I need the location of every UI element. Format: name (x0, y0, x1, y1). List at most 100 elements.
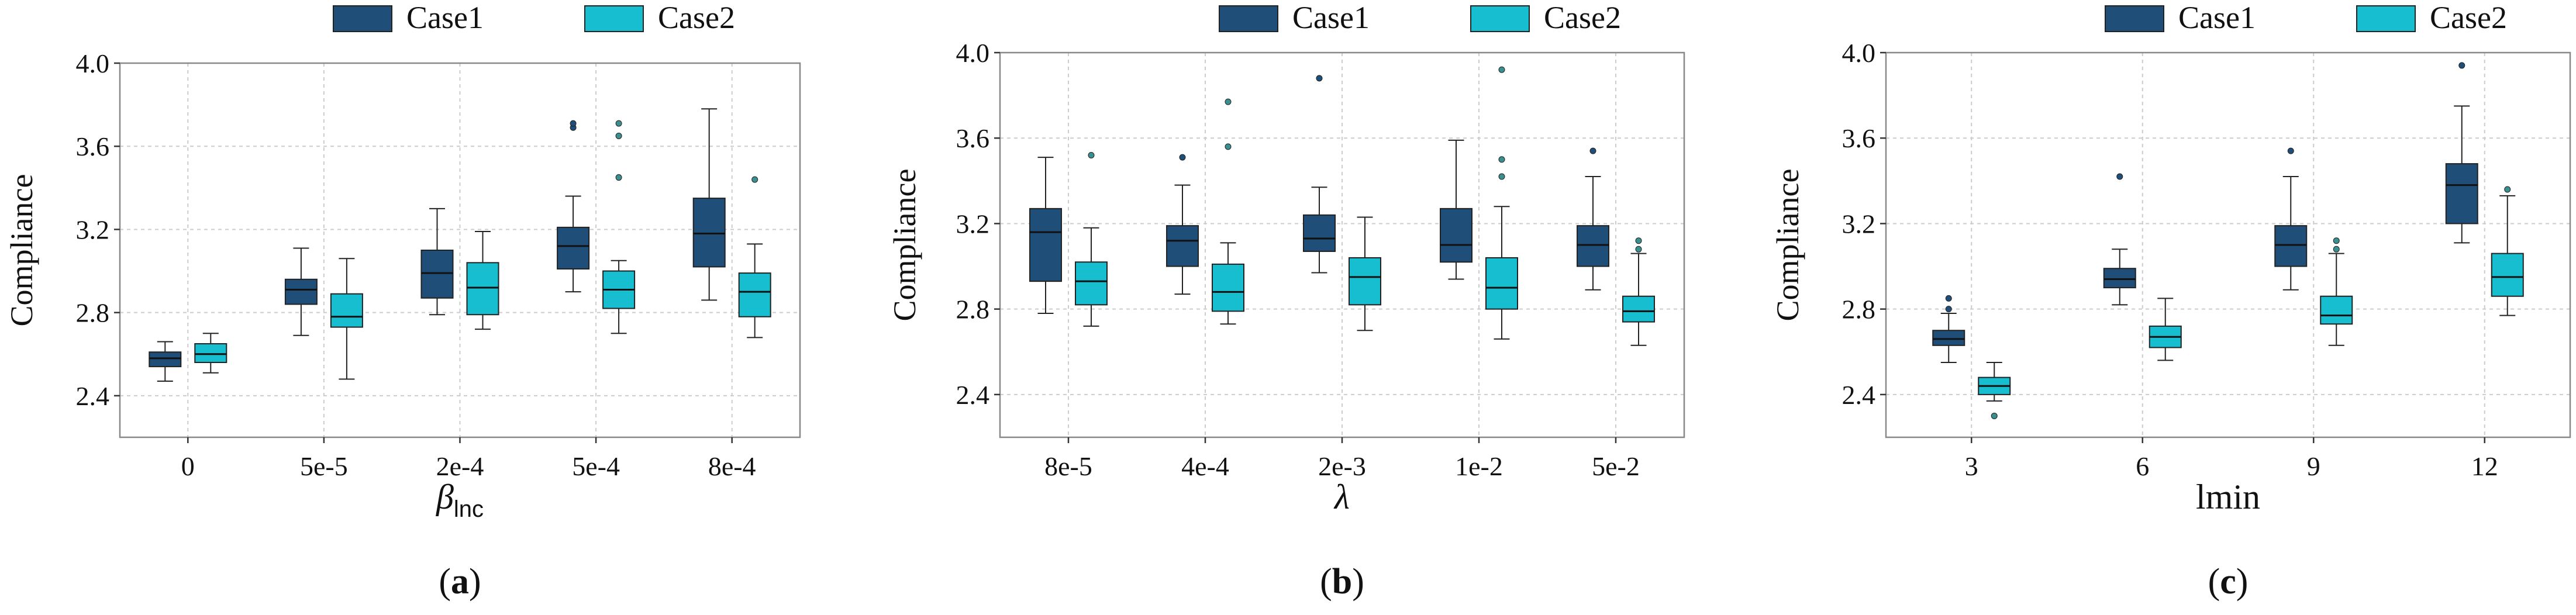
outlier-point (615, 174, 622, 181)
outlier-point (1498, 156, 1505, 163)
panel-label-letter: b (1332, 562, 1352, 602)
x-axis-label-symbol: λ (1333, 478, 1350, 516)
y-tick-label: 3.2 (76, 215, 110, 244)
box-case1-5e-4 (557, 120, 590, 293)
panel-label: (a) (439, 562, 481, 602)
legend-label-case2: Case2 (658, 0, 735, 35)
y-tick-label: 2.8 (956, 295, 990, 324)
box-case1-8e-5 (1029, 157, 1062, 314)
box-iqr (1932, 330, 1965, 346)
x-tick-label: 8e-5 (1044, 451, 1092, 481)
y-tick-label: 4.0 (76, 49, 110, 78)
box-case1-12 (2445, 62, 2478, 244)
box-case1-8e-4 (692, 108, 726, 301)
chart-panel-b: 2.4 2.8 3.2 3.6 4.0 8e-5 4e-4 2e-3 1e-2 5e-2 Compl… (887, 0, 1685, 602)
box-iqr (149, 351, 182, 368)
legend-swatch-case1 (1219, 5, 1278, 32)
box-case2-3 (1978, 362, 2011, 419)
legend-label-case1: Case1 (406, 0, 484, 35)
box-iqr (1577, 225, 1609, 267)
x-tick-label: 9 (2307, 451, 2320, 481)
y-axis-label: Compliance (887, 169, 922, 322)
x-tick-label: 5e-2 (1592, 451, 1640, 481)
legend-label-case1: Case1 (2178, 0, 2256, 35)
outlier-point (1498, 66, 1505, 73)
outlier-point (1179, 154, 1186, 161)
box-iqr (692, 198, 726, 268)
box-iqr (1440, 208, 1473, 263)
box-case1-3 (1932, 295, 1965, 364)
box-iqr (330, 293, 363, 328)
box-case1-0 (149, 341, 182, 382)
outlier-point (1635, 237, 1642, 244)
box-case2-2e-4 (466, 231, 499, 330)
y-tick-label: 3.6 (956, 123, 990, 153)
legend: Case1 Case2 (333, 0, 735, 35)
panel-label: (c) (2208, 562, 2249, 602)
x-axis-label-symbol: β (436, 478, 454, 516)
box-case1-1e-2 (1440, 139, 1473, 280)
legend: Case1 Case2 (2105, 0, 2507, 35)
x-tick-label: 4e-4 (1181, 451, 1229, 481)
panel-label-close: ) (469, 562, 481, 602)
y-tick-label: 3.6 (76, 132, 110, 161)
panel-label-close: ) (2236, 562, 2249, 602)
y-tick-label: 3.2 (1842, 209, 1876, 239)
outlier-point (1316, 75, 1323, 82)
legend-swatch-case1 (333, 5, 392, 32)
x-axis-label: lmin (2196, 478, 2260, 516)
box-iqr (1303, 214, 1336, 252)
box-case1-5e-2 (1577, 147, 1609, 291)
box-iqr (1212, 263, 1244, 312)
legend-swatch-case2 (2356, 5, 2416, 32)
outlier-point (1088, 151, 1095, 158)
outlier-point (1635, 246, 1642, 253)
x-tick-label: 0 (181, 451, 195, 481)
box-iqr (2320, 295, 2353, 325)
panel-label-letter: a (451, 562, 469, 602)
y-tick-label: 2.8 (1842, 295, 1876, 324)
x-tick-label: 3 (1965, 451, 1978, 481)
panel-label-open: ( (2208, 562, 2220, 602)
legend-swatch-case2 (584, 5, 644, 32)
x-axis-label-symbol: lmin (2196, 478, 2260, 516)
box-iqr (194, 343, 227, 363)
outlier-point (1945, 306, 1952, 313)
y-tick-label: 2.4 (1842, 380, 1876, 410)
outlier-point (1225, 143, 1232, 150)
box-case2-0 (194, 333, 227, 374)
outlier-point (2458, 62, 2465, 69)
outlier-point (1589, 147, 1596, 154)
panel-label: (b) (1320, 562, 1364, 602)
plot-frame (1885, 51, 2571, 438)
outlier-point (2333, 237, 2340, 244)
y-tick-label: 3.2 (956, 209, 990, 239)
box-iqr (1075, 261, 1108, 306)
box-iqr (1622, 295, 1655, 323)
box-iqr (1166, 225, 1199, 267)
y-tick-label: 2.8 (76, 298, 110, 328)
box-iqr (1349, 257, 1381, 306)
x-tick-label: 1e-2 (1455, 451, 1503, 481)
box-iqr (1485, 257, 1518, 310)
x-axis-label: βlnc (436, 478, 484, 522)
box-iqr (2274, 225, 2308, 267)
box-case2-5e-2 (1622, 237, 1655, 346)
box-iqr (738, 272, 771, 317)
box-iqr (420, 250, 454, 299)
x-tick-label: 6 (2136, 451, 2149, 481)
box-case2-12 (2491, 186, 2524, 316)
panel-label-open: ( (439, 562, 451, 602)
box-case2-9 (2320, 237, 2353, 346)
outlier-point (570, 120, 577, 127)
outlier-point (751, 176, 758, 183)
x-tick-label: 2e-3 (1318, 451, 1366, 481)
outlier-point (1225, 98, 1232, 105)
legend-label-case2: Case2 (1544, 0, 1621, 35)
x-tick-label: 8e-4 (708, 451, 756, 481)
outlier-point (2333, 246, 2340, 253)
y-axis-label: Compliance (1770, 169, 1805, 322)
chart-panel-c: 2.4 2.8 3.2 3.6 4.0 3 6 9 12 Compliance lmin (c) Cas… (1770, 0, 2571, 602)
y-tick-label: 4.0 (1842, 38, 1876, 68)
